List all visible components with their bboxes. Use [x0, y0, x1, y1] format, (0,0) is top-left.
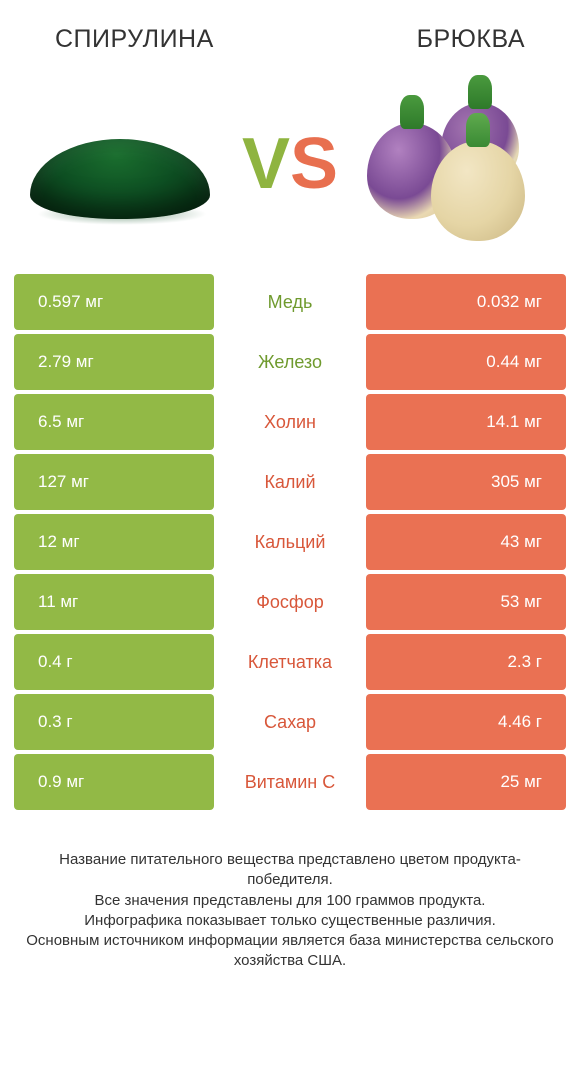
left-product-title: СПИРУЛИНА — [55, 25, 214, 54]
table-row: 0.597 мгМедь0.032 мг — [14, 274, 566, 330]
header: СПИРУЛИНА БРЮКВА — [0, 0, 580, 64]
table-row: 6.5 мгХолин14.1 мг — [14, 394, 566, 450]
right-value-cell: 2.3 г — [366, 634, 566, 690]
product-images-row: VS — [0, 64, 580, 274]
right-value-cell: 4.46 г — [366, 694, 566, 750]
table-row: 12 мгКальций43 мг — [14, 514, 566, 570]
nutrient-label: Сахар — [214, 694, 366, 750]
table-row: 2.79 мгЖелезо0.44 мг — [14, 334, 566, 390]
table-row: 0.9 мгВитамин C25 мг — [14, 754, 566, 810]
right-value-cell: 0.032 мг — [366, 274, 566, 330]
rutabaga-illustration — [365, 79, 555, 249]
footnote-line: Инфографика показывает только существенн… — [20, 911, 560, 931]
table-row: 0.4 гКлетчатка2.3 г — [14, 634, 566, 690]
nutrient-label: Железо — [214, 334, 366, 390]
footnote: Название питательного вещества представл… — [0, 814, 580, 972]
right-value-cell: 14.1 мг — [366, 394, 566, 450]
footnote-line: Основным источником информации является … — [20, 931, 560, 972]
left-value-cell: 2.79 мг — [14, 334, 214, 390]
nutrition-table: 0.597 мгМедь0.032 мг2.79 мгЖелезо0.44 мг… — [0, 274, 580, 810]
left-value-cell: 127 мг — [14, 454, 214, 510]
right-value-cell: 25 мг — [366, 754, 566, 810]
right-value-cell: 53 мг — [366, 574, 566, 630]
left-value-cell: 6.5 мг — [14, 394, 214, 450]
table-row: 11 мгФосфор53 мг — [14, 574, 566, 630]
nutrient-label: Калий — [214, 454, 366, 510]
left-value-cell: 0.9 мг — [14, 754, 214, 810]
spirulina-illustration — [25, 109, 215, 219]
table-row: 0.3 гСахар4.46 г — [14, 694, 566, 750]
nutrient-label: Витамин C — [214, 754, 366, 810]
footnote-line: Все значения представлены для 100 граммо… — [20, 891, 560, 911]
vs-s-letter: S — [290, 124, 338, 204]
footnote-line: Название питательного вещества представл… — [20, 850, 560, 891]
nutrient-label: Кальций — [214, 514, 366, 570]
nutrient-label: Клетчатка — [214, 634, 366, 690]
nutrient-label: Фосфор — [214, 574, 366, 630]
left-value-cell: 12 мг — [14, 514, 214, 570]
left-value-cell: 0.597 мг — [14, 274, 214, 330]
right-value-cell: 0.44 мг — [366, 334, 566, 390]
right-product-image — [360, 79, 560, 249]
left-value-cell: 11 мг — [14, 574, 214, 630]
left-value-cell: 0.4 г — [14, 634, 214, 690]
left-value-cell: 0.3 г — [14, 694, 214, 750]
nutrient-label: Холин — [214, 394, 366, 450]
vs-label: VS — [242, 128, 338, 200]
vs-v-letter: V — [242, 124, 290, 204]
right-value-cell: 43 мг — [366, 514, 566, 570]
right-value-cell: 305 мг — [366, 454, 566, 510]
right-product-title: БРЮКВА — [417, 25, 525, 54]
left-product-image — [20, 79, 220, 249]
table-row: 127 мгКалий305 мг — [14, 454, 566, 510]
nutrient-label: Медь — [214, 274, 366, 330]
